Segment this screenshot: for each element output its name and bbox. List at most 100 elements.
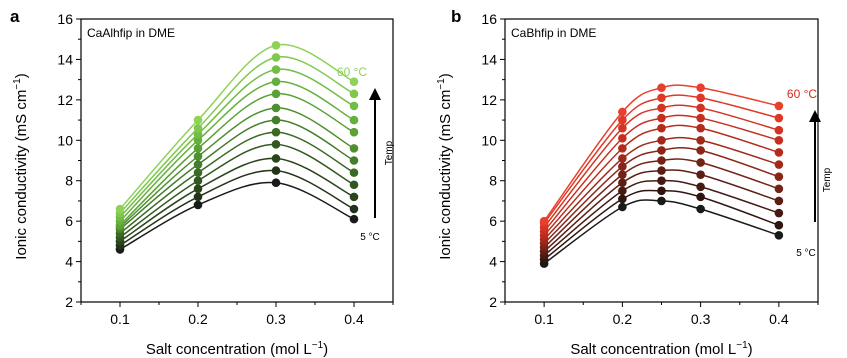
data-point — [657, 176, 666, 186]
x-axis-title-sup: −1 — [312, 340, 324, 351]
data-point — [657, 113, 666, 123]
x-axis-title: Salt concentration (mol L−1) — [146, 340, 328, 358]
x-axis-title-sup: −1 — [736, 340, 748, 351]
y-tick-label: 8 — [489, 173, 497, 189]
y-tick-label: 16 — [481, 11, 497, 27]
data-point — [774, 172, 784, 181]
data-point — [774, 135, 784, 145]
x-tick-label: 0.3 — [266, 311, 286, 327]
series-line — [119, 93, 355, 226]
series-3 — [115, 140, 359, 242]
data-point — [696, 83, 705, 93]
data-point — [696, 182, 705, 192]
series-9 — [539, 103, 784, 232]
y-axis-title-main: Ionic conductivity (mS cm — [13, 90, 30, 260]
data-point — [774, 208, 784, 218]
data-point — [657, 146, 666, 155]
data-point — [271, 166, 281, 175]
data-point — [271, 140, 281, 149]
data-point — [349, 168, 359, 177]
y-tick-label: 12 — [481, 92, 497, 108]
data-point — [618, 194, 627, 204]
data-point — [774, 196, 784, 206]
series-11 — [115, 40, 359, 214]
y-tick-label: 14 — [57, 51, 73, 67]
data-point — [618, 202, 627, 212]
data-point — [271, 40, 281, 50]
y-axis-title-sup: −1 — [12, 78, 23, 90]
chart-panel-b: b 2 4 6 8 10 12 14 16 0.1 0.2 0.3 0.4 Salt concentrat… — [436, 7, 833, 358]
series-3 — [539, 166, 784, 256]
data-point — [618, 170, 627, 179]
y-tick-label: 6 — [65, 213, 73, 229]
data-point — [271, 89, 281, 99]
data-point — [618, 115, 627, 125]
annotation-60c: 60 °C — [787, 87, 817, 101]
series-line — [119, 68, 355, 218]
y-tick-label: 8 — [65, 173, 73, 189]
data-point — [774, 220, 784, 230]
y-tick-label: 10 — [481, 132, 497, 148]
data-point — [271, 77, 281, 86]
x-axis-title: Salt concentration (mol L−1) — [570, 340, 752, 358]
x-tick-label: 0.2 — [188, 311, 208, 327]
data-point — [349, 192, 359, 202]
data-point — [696, 103, 705, 113]
series-0 — [539, 196, 784, 268]
data-point — [696, 113, 705, 123]
data-point — [657, 83, 666, 93]
temp-arrow-head — [369, 88, 381, 100]
data-point — [193, 152, 203, 161]
panel-label: a — [10, 7, 20, 26]
data-point — [193, 200, 203, 210]
y-axis-title-tail: ) — [13, 73, 30, 78]
series-line — [119, 107, 355, 228]
x-tick-label: 0.1 — [110, 311, 130, 327]
x-tick-label: 0.1 — [534, 311, 554, 327]
series-line — [119, 169, 355, 247]
data-point — [193, 135, 203, 145]
series-line — [119, 181, 355, 251]
data-point — [271, 53, 281, 62]
data-point — [271, 65, 281, 74]
data-point — [618, 144, 627, 153]
annotation-5c: 5 °C — [796, 248, 816, 259]
plot-frame — [80, 18, 394, 303]
data-point — [618, 123, 627, 133]
data-point — [774, 113, 784, 123]
data-point — [657, 123, 666, 133]
data-point — [539, 216, 549, 226]
data-point — [657, 196, 666, 206]
data-point — [349, 77, 359, 86]
series-line — [119, 43, 355, 210]
x-axis: 0.1 0.2 0.3 0.4 — [504, 302, 819, 327]
data-point — [271, 154, 281, 163]
data-point — [774, 160, 784, 169]
y-tick-label: 4 — [489, 254, 497, 270]
series-2 — [539, 176, 784, 260]
series-9 — [115, 65, 359, 222]
chart-title: CaBhfip in DME — [511, 26, 596, 40]
y-tick-label: 10 — [57, 132, 73, 148]
series-11 — [539, 83, 784, 226]
data-point — [657, 103, 666, 113]
data-point — [696, 158, 705, 167]
data-point — [349, 101, 359, 111]
data-point — [618, 154, 627, 163]
data-point — [657, 135, 666, 145]
chart-title: CaAlhfip in DME — [87, 26, 175, 40]
data-point — [193, 160, 203, 169]
arrow-label-temp: Temp — [384, 140, 395, 165]
data-point — [349, 115, 359, 125]
data-point — [193, 176, 203, 186]
data-point — [618, 162, 627, 171]
data-point — [618, 178, 627, 188]
data-point — [657, 156, 666, 165]
series-5 — [115, 115, 359, 234]
y-tick-label: 12 — [57, 92, 73, 108]
x-axis-title-tail: ) — [748, 341, 753, 358]
y-axis-title: Ionic conductivity (mS cm−1) — [436, 73, 454, 259]
y-axis-title-sup: −1 — [436, 78, 447, 90]
y-tick-label: 2 — [65, 294, 73, 310]
